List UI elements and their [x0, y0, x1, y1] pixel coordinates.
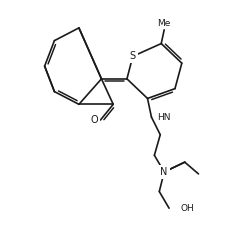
Text: OH: OH	[181, 204, 195, 213]
Text: Me: Me	[157, 19, 171, 28]
Text: HN: HN	[157, 113, 171, 121]
Text: N: N	[160, 167, 168, 177]
Text: O: O	[91, 115, 98, 125]
Text: S: S	[130, 51, 136, 61]
